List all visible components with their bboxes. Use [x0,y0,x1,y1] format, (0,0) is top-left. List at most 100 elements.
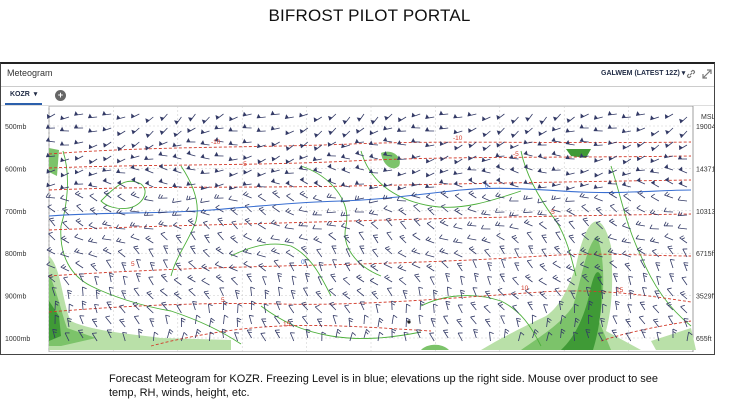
wind-barb [215,274,224,283]
wind-barb [143,211,154,216]
wind-barb [560,314,566,325]
rh-fill-region [381,151,400,169]
wind-barb [397,249,407,258]
temperature-contour-label: -10 [211,139,221,146]
wind-barb [499,273,505,283]
link-icon[interactable] [685,67,697,79]
wind-barb [624,262,632,272]
wind-barb [382,194,393,200]
wind-barb [138,328,143,339]
meteogram-svg[interactable]: 500mb 600mb 700mb 800mb 900mb 1000mb MSL 19004f… [1,105,719,353]
rh-contour [360,150,522,208]
wind-barb [89,158,98,165]
wind-barb [186,165,196,171]
wind-barb [64,332,70,342]
wind-barb [496,141,505,148]
wind-barb [568,220,575,230]
wind-barb [152,331,159,342]
wind-barb [467,234,477,241]
wind-barb [357,259,365,269]
wind-barb [481,209,491,216]
wind-barb [553,217,561,227]
wind-barb [48,231,56,241]
wind-barb [566,249,575,258]
wind-barb [330,273,337,283]
wind-barb [326,220,336,227]
wind-barb [397,155,407,160]
wind-barb [580,247,589,255]
wind-barb [303,287,309,297]
wind-barb [580,113,589,119]
wind-barb [146,290,154,300]
wind-barb [261,318,267,328]
wind-barb [74,111,84,116]
wind-barb [299,127,309,134]
wind-barb [328,288,337,297]
temperature-contour-label: -5 [549,209,555,216]
wind-barb [473,329,478,339]
wind-barb [74,139,84,145]
pressure-tick-label: 500mb [5,124,27,131]
wind-barb [608,155,618,161]
wind-barb [430,318,436,328]
model-select[interactable]: GALWEM (LATEST 12Z) ▾ [601,69,685,77]
wind-barb [201,263,210,272]
wind-barb [642,272,648,283]
wind-barb [242,123,252,129]
wind-barb [383,182,393,188]
wind-barb [165,314,171,325]
tab-station[interactable]: KOZR ▾ [5,87,43,105]
wind-barb [439,234,449,241]
wind-barb [301,245,309,255]
wind-barb [635,220,645,227]
wind-barb [82,286,87,297]
wind-barb [230,207,238,216]
rh-fill-region [49,274,96,346]
wind-barb [565,197,575,202]
wind-barb [677,196,688,202]
wind-barb [416,329,421,339]
wind-barb [219,287,225,297]
wind-barb [453,170,463,176]
rh-contour [230,243,332,297]
wind-barb [383,205,393,213]
wind-barb [201,116,210,124]
wind-barb [75,218,84,227]
wind-barb [200,198,210,203]
wind-barb [489,331,494,342]
wind-barb [472,259,478,269]
wind-barb [447,286,452,297]
slide-title: BIFROST PILOT PORTAL [268,6,471,25]
plus-circle-icon[interactable]: + [55,90,66,101]
wind-barb [539,116,547,125]
meteogram-chart[interactable]: 500mb 600mb 700mb 800mb 900mb 1000mb MSL 19004f… [1,105,719,353]
wind-barb [312,194,322,202]
wind-barb [439,168,449,174]
wind-barb [47,274,56,283]
wind-barb [397,140,407,146]
wind-barb [287,318,295,328]
wind-barb [46,152,56,158]
wind-barb [187,127,196,133]
wind-barb [131,177,140,185]
wind-barb [397,127,407,132]
wind-barb [48,217,56,227]
wind-barb-layer [45,110,693,342]
wind-barb [335,328,342,339]
wind-barb [116,158,126,164]
wind-barb [558,300,564,311]
wind-barb [214,136,224,143]
wind-barb [453,223,463,230]
wind-barb [664,164,674,171]
wind-barb [228,140,238,146]
wind-barb [621,113,631,119]
wind-barb [301,315,309,325]
expand-icon[interactable] [701,67,713,79]
wind-barb [172,211,182,216]
wind-barb [468,190,477,199]
wind-barb [341,166,351,174]
temperature-contour-label: 0 [301,259,305,266]
wind-barb [396,196,407,202]
wind-barb [130,207,140,213]
wind-barb [526,231,533,241]
